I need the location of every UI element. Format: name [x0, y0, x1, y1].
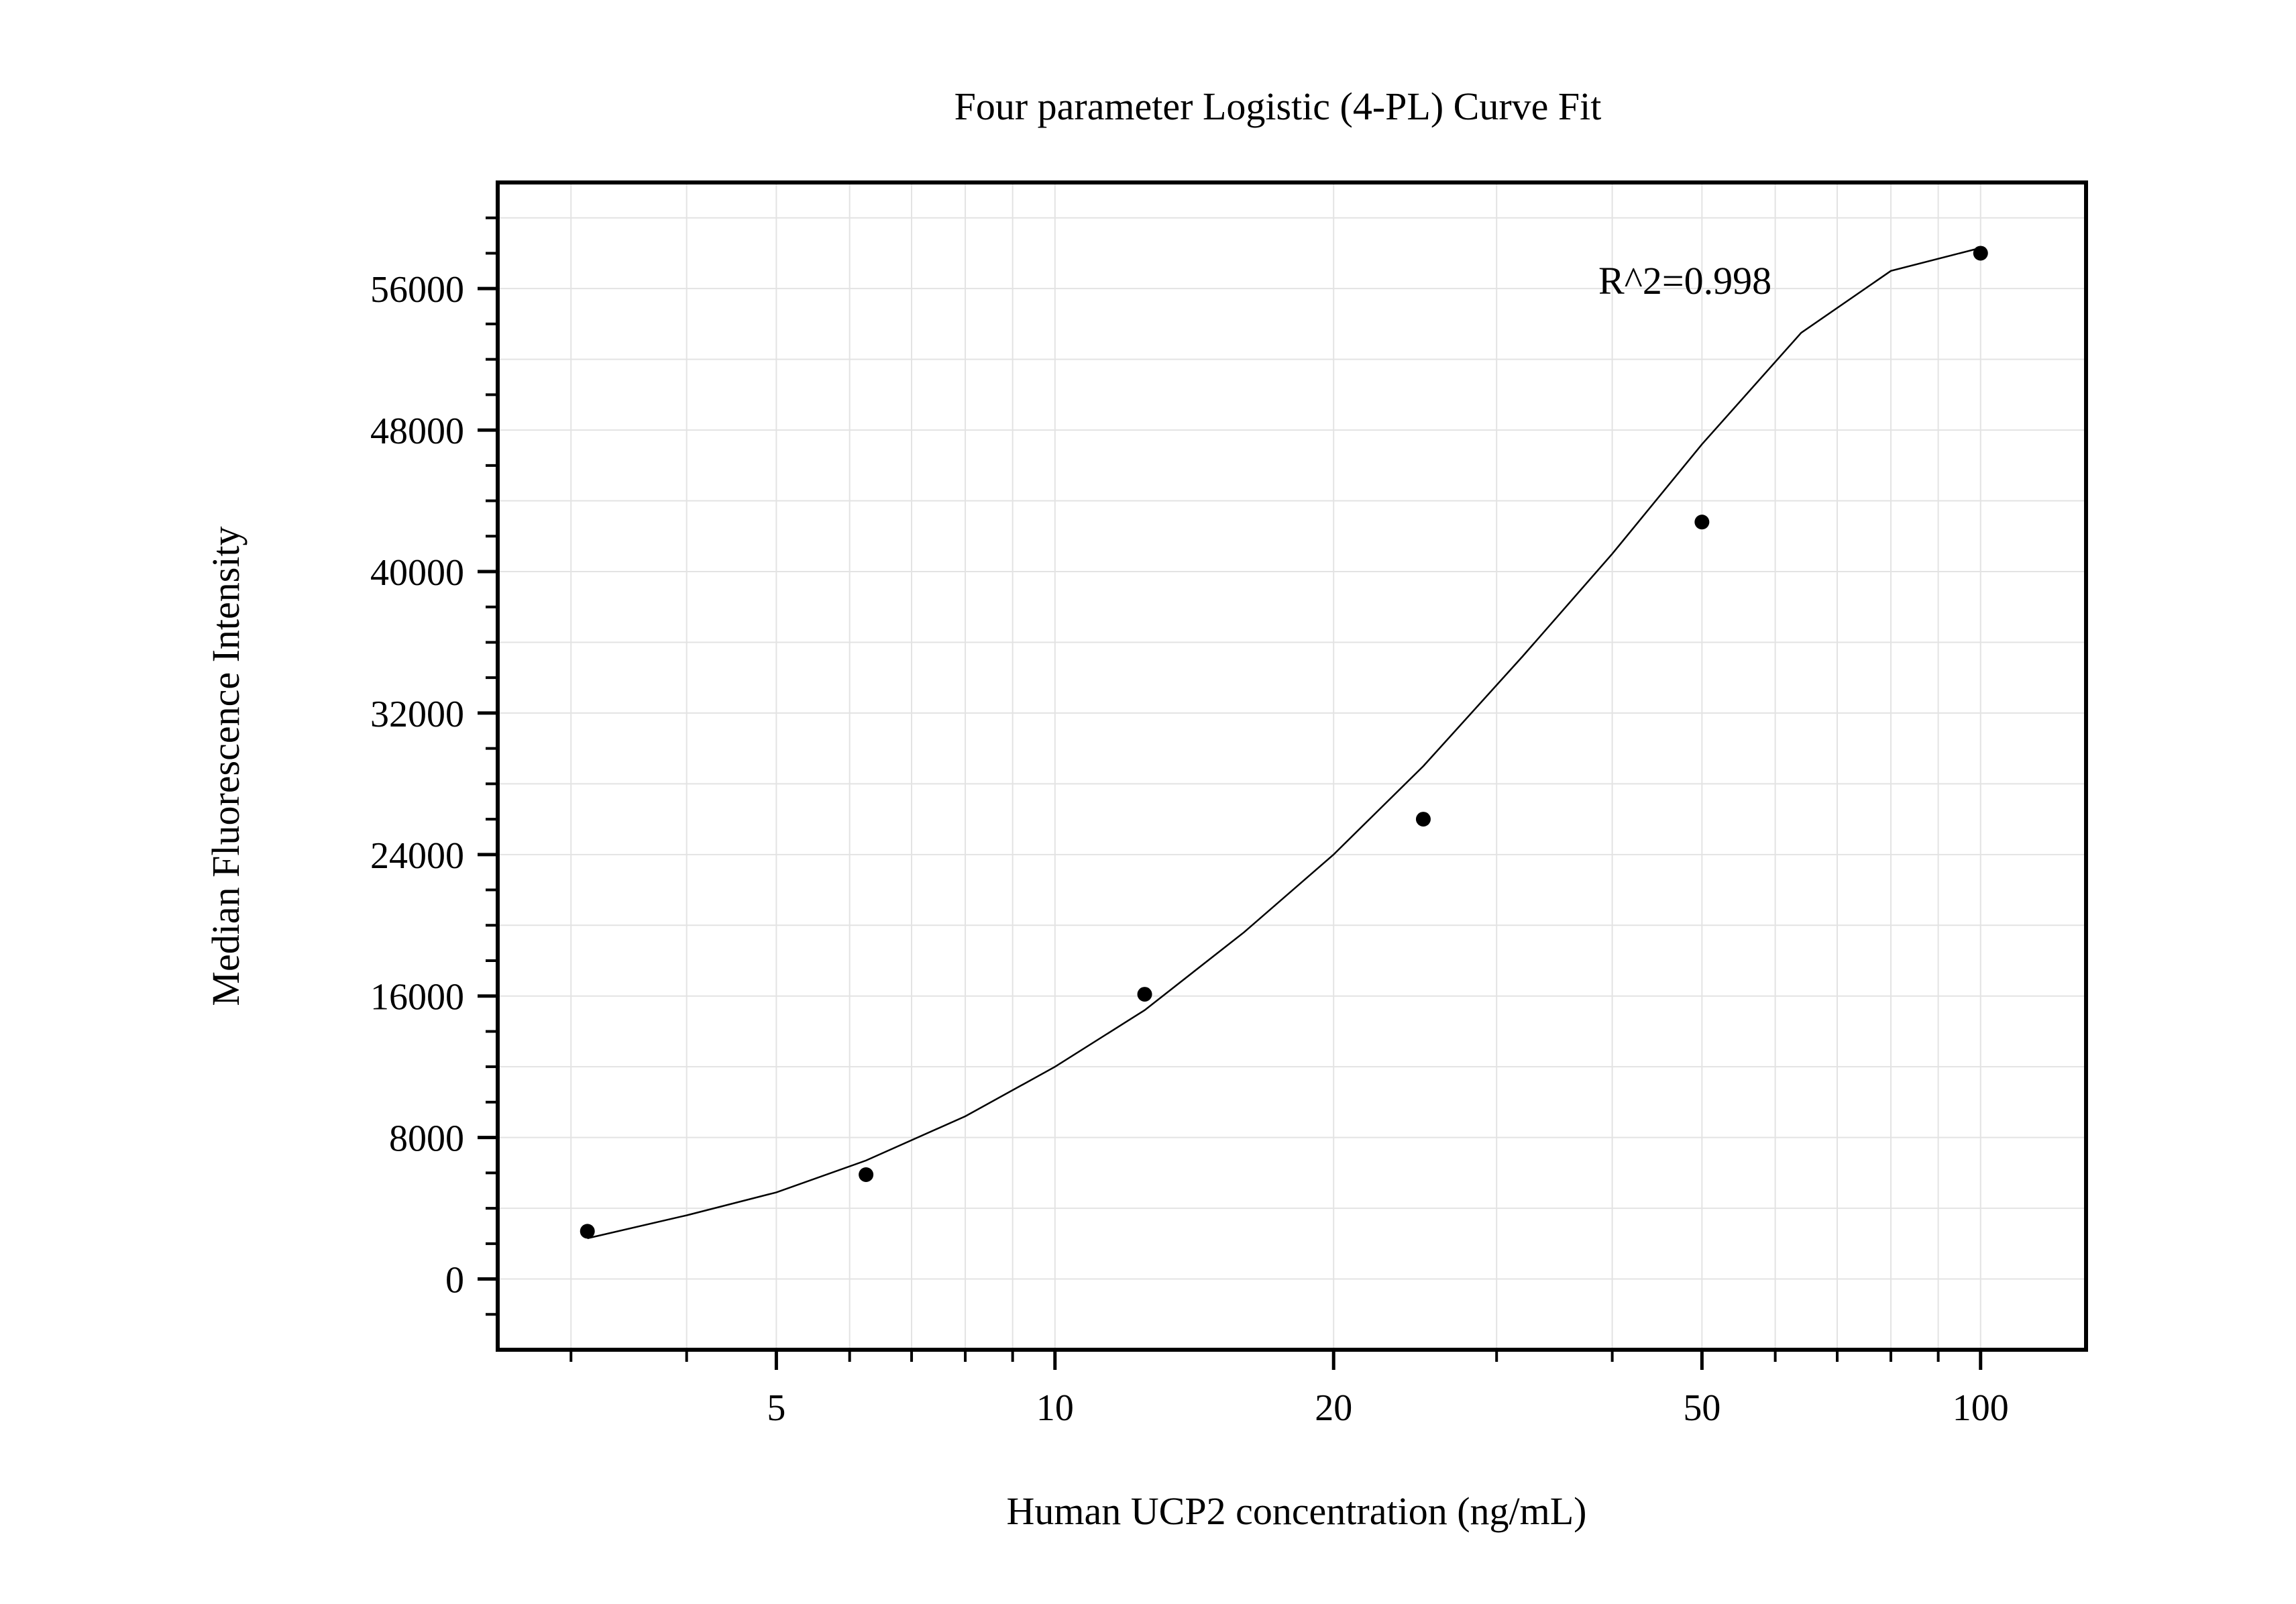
data-point: [1973, 246, 1988, 261]
y-tick-label: 48000: [370, 411, 464, 452]
x-axis-title: Human UCP2 concentration (ng/mL): [1007, 1489, 1587, 1533]
x-tick-label: 5: [767, 1387, 785, 1429]
x-tick-label: 100: [1953, 1387, 2009, 1429]
y-tick-label: 56000: [370, 269, 464, 311]
plot-frame: [496, 180, 2088, 1352]
y-tick-label: 0: [445, 1260, 464, 1301]
y-tick-label: 8000: [389, 1118, 464, 1160]
y-tick-label: 32000: [370, 694, 464, 735]
axis-ticks: [478, 216, 1983, 1370]
data-point: [1694, 515, 1710, 530]
x-tick-label: 10: [1036, 1387, 1074, 1429]
tick-labels: 5 10 20 50 100 0 8000 16000 24000 32000 40000 48000…: [370, 269, 2009, 1429]
y-axis-title: Median Fluorescence Intensity: [204, 526, 248, 1006]
chart-title: Four parameter Logistic (4-PL) Curve Fit: [954, 85, 1602, 128]
data-point: [1415, 812, 1431, 827]
y-tick-label: 16000: [370, 977, 464, 1018]
y-tick-label: 24000: [370, 835, 464, 877]
data-points: [580, 246, 1988, 1239]
data-point: [1137, 987, 1152, 1002]
x-tick-label: 50: [1683, 1387, 1720, 1429]
data-point: [580, 1224, 595, 1239]
data-point: [859, 1167, 874, 1182]
fit-curve-line: [587, 247, 1981, 1240]
x-tick-label: 20: [1315, 1387, 1352, 1429]
r-squared-annotation: R^2=0.998: [1598, 259, 1771, 303]
y-tick-label: 40000: [370, 552, 464, 594]
grid: [498, 182, 2086, 1350]
